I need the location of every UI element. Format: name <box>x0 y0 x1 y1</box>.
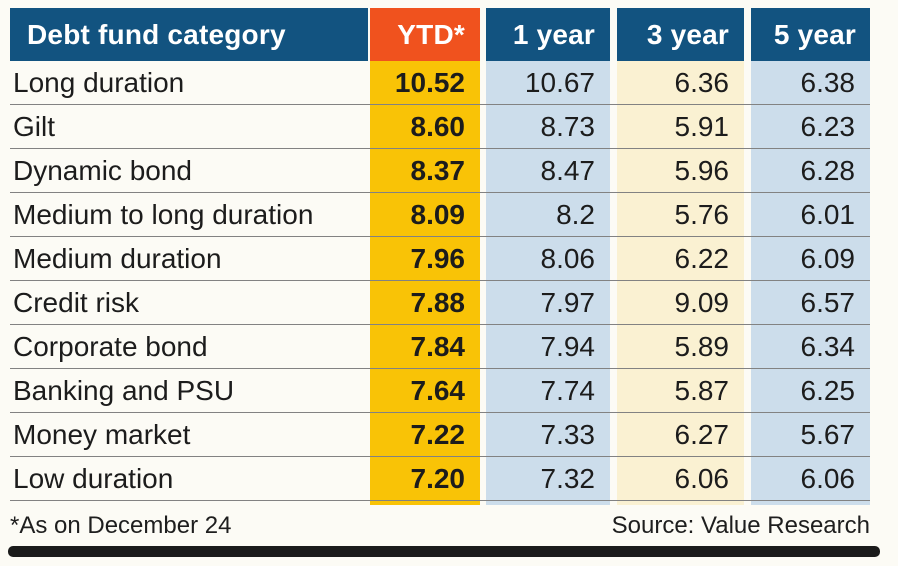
1-year-value-cell: 7.32 <box>486 457 610 500</box>
1-year-value-cell: 10.67 <box>486 61 610 104</box>
5-year-value-cell: 6.34 <box>751 325 870 368</box>
table-row: Medium duration 7.96 8.06 6.22 6.09 <box>10 237 870 281</box>
table-row: Medium to long duration 8.09 8.2 5.76 6.… <box>10 193 870 237</box>
footnote-text: *As on December 24 <box>10 511 232 539</box>
1-year-value-cell: 8.47 <box>486 149 610 192</box>
category-cell: Dynamic bond <box>13 154 192 186</box>
1-year-value-cell: 8.2 <box>486 193 610 236</box>
1-year-value-cell: 7.74 <box>486 369 610 412</box>
3-year-value-cell: 5.87 <box>617 369 744 412</box>
category-cell: Money market <box>13 418 191 450</box>
5-year-value-cell: 6.23 <box>751 105 870 148</box>
table-row: Long duration 10.52 10.67 6.36 6.38 <box>10 61 870 105</box>
category-cell: Medium duration <box>13 242 222 274</box>
3-year-value-cell: 5.91 <box>617 105 744 148</box>
1-year-value-cell: 7.97 <box>486 281 610 324</box>
category-cell: Credit risk <box>13 286 140 318</box>
1-year-value-cell: 8.06 <box>486 237 610 280</box>
3-year-value-cell: 9.09 <box>617 281 744 324</box>
table-row: Gilt 8.60 8.73 5.91 6.23 <box>10 105 870 149</box>
header-cell-category: Debt fund category <box>10 8 368 61</box>
table-row: Low duration 7.20 7.32 6.06 6.06 <box>10 457 870 501</box>
5-year-value-cell: 6.57 <box>751 281 870 324</box>
header-cell-3-year: 3 year <box>617 8 744 61</box>
1-year-value-cell: 7.33 <box>486 413 610 456</box>
5-year-value-cell: 6.06 <box>751 457 870 500</box>
category-cell: Long duration <box>13 66 185 98</box>
ytd-value-cell: 7.88 <box>370 281 480 324</box>
1-year-value-cell: 7.94 <box>486 325 610 368</box>
category-cell: Low duration <box>13 462 174 494</box>
table-row: Money market 7.22 7.33 6.27 5.67 <box>10 413 870 457</box>
table-footer: *As on December 24 Source: Value Researc… <box>10 505 870 546</box>
5-year-value-cell: 6.38 <box>751 61 870 104</box>
table-row: Credit risk 7.88 7.97 9.09 6.57 <box>10 281 870 325</box>
table-row: Corporate bond 7.84 7.94 5.89 6.34 <box>10 325 870 369</box>
ytd-value-cell: 8.09 <box>370 193 480 236</box>
5-year-value-cell: 6.01 <box>751 193 870 236</box>
5-year-value-cell: 6.28 <box>751 149 870 192</box>
ytd-value-cell: 7.84 <box>370 325 480 368</box>
5-year-value-cell: 6.09 <box>751 237 870 280</box>
5-year-value-cell: 5.67 <box>751 413 870 456</box>
3-year-value-cell: 6.06 <box>617 457 744 500</box>
table-header-row: Debt fund category YTD* 1 year 3 year 5 … <box>10 8 870 61</box>
ytd-value-cell: 8.60 <box>370 105 480 148</box>
header-cell-ytd: YTD* <box>370 8 480 61</box>
3-year-value-cell: 6.27 <box>617 413 744 456</box>
header-cell-1-year: 1 year <box>486 8 610 61</box>
bottom-rule-bar <box>8 546 880 557</box>
category-cell: Corporate bond <box>13 330 208 362</box>
ytd-value-cell: 7.96 <box>370 237 480 280</box>
category-cell: Medium to long duration <box>13 198 314 230</box>
3-year-value-cell: 6.36 <box>617 61 744 104</box>
table-row: Banking and PSU 7.64 7.74 5.87 6.25 <box>10 369 870 413</box>
1-year-value-cell: 8.73 <box>486 105 610 148</box>
category-cell: Gilt <box>13 110 55 142</box>
returns-table: Debt fund category YTD* 1 year 3 year 5 … <box>10 8 870 546</box>
source-text: Source: Value Research <box>611 511 870 539</box>
table-row: Dynamic bond 8.37 8.47 5.96 6.28 <box>10 149 870 193</box>
ytd-value-cell: 7.64 <box>370 369 480 412</box>
category-cell: Banking and PSU <box>13 374 235 406</box>
5-year-value-cell: 6.25 <box>751 369 870 412</box>
ytd-value-cell: 10.52 <box>370 61 480 104</box>
3-year-value-cell: 5.89 <box>617 325 744 368</box>
3-year-value-cell: 6.22 <box>617 237 744 280</box>
3-year-value-cell: 5.96 <box>617 149 744 192</box>
header-cell-5-year: 5 year <box>751 8 870 61</box>
ytd-value-cell: 7.20 <box>370 457 480 500</box>
ytd-value-cell: 8.37 <box>370 149 480 192</box>
ytd-value-cell: 7.22 <box>370 413 480 456</box>
3-year-value-cell: 5.76 <box>617 193 744 236</box>
column-color-tails <box>10 501 870 505</box>
